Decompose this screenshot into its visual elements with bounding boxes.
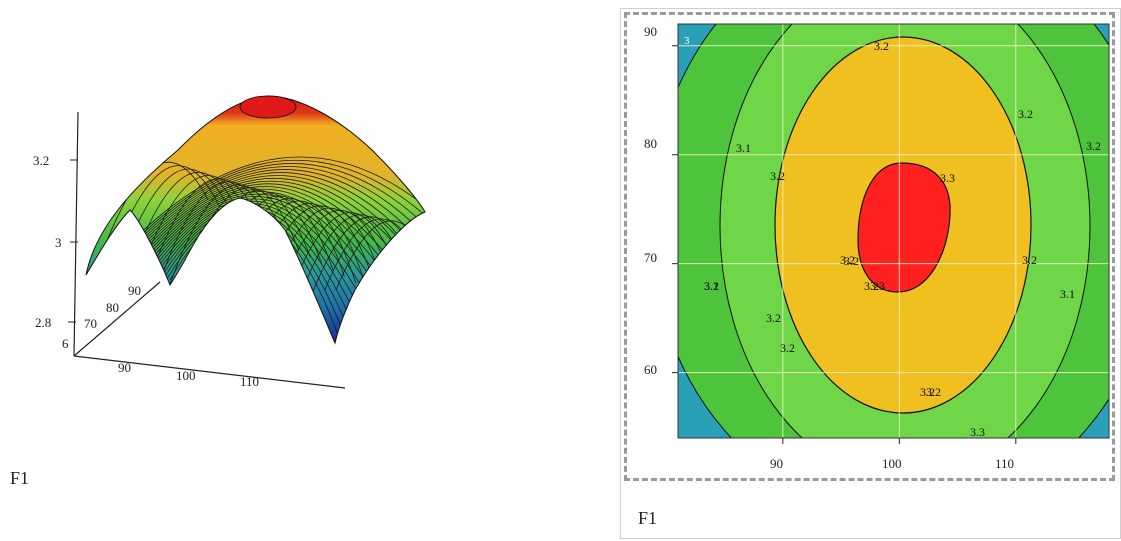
contour-caption: F1 xyxy=(638,508,658,528)
surface-y-tick-label: 6 xyxy=(62,336,69,351)
surface-caption: F1 xyxy=(10,468,30,488)
contour-ticks xyxy=(672,45,1017,444)
surface-mesh-line xyxy=(149,203,361,311)
contour-level-label: 3.2 xyxy=(1022,253,1037,267)
surface-dome xyxy=(85,95,426,345)
contour-level-label: 3.3 xyxy=(940,171,955,185)
surface-mesh-line xyxy=(145,200,365,305)
surface-x-tick-label: 100 xyxy=(176,368,196,383)
contour-level-label: 3.1 xyxy=(1060,287,1075,301)
surface-z-tick-label: 3.2 xyxy=(33,153,49,168)
contour-y-tick-label: 90 xyxy=(644,24,657,39)
surface-z-tick-label: 3 xyxy=(55,235,62,250)
contour-level-label: 3.1 xyxy=(704,279,719,293)
contour-y-tick-label: 60 xyxy=(644,362,657,377)
contour-level-label: 3.2 xyxy=(770,169,785,183)
contour-level-label: 3.2 xyxy=(704,279,719,293)
surface-mesh-line xyxy=(335,220,425,341)
surface-mesh-line xyxy=(136,196,374,293)
surface-mesh-line xyxy=(324,218,425,334)
surface-y-tick-label: 70 xyxy=(84,316,97,331)
contour-level-label: 3.2 xyxy=(1086,139,1101,153)
contour-level-label: 3.2 xyxy=(1018,107,1033,121)
contour-frame xyxy=(624,12,1115,481)
surface-mesh-line xyxy=(124,188,386,291)
contour-level-label: 3.2 xyxy=(864,279,879,293)
contour-x-tick-label: 110 xyxy=(995,456,1014,471)
contour-x-tick-label: 100 xyxy=(882,456,902,471)
surface-mesh-line xyxy=(112,180,398,293)
contour-level-label: 3.1 xyxy=(736,141,751,155)
surface-z-ticks xyxy=(68,159,78,323)
contour-level-label: 3.2 xyxy=(766,311,781,325)
surface-mesh-line xyxy=(141,198,369,299)
contour-level-label: 3.2 xyxy=(874,39,889,53)
contour-y-tick-label: 80 xyxy=(644,136,657,151)
contour-level-label: 3.2 xyxy=(840,253,855,267)
contour-level-label: 3.2 xyxy=(926,385,941,399)
contour-level-label: 3.2 xyxy=(920,385,935,399)
contour-plot-panel: 3.2 3.2 3.1 3.2 3.2 3.3 3.2 3.2 3.1 3.2 3.2 3.2 3.2 3… xyxy=(620,0,1121,541)
surface-x-tick-label: 90 xyxy=(118,360,131,375)
surface-x-tick-label: 110 xyxy=(240,374,259,389)
contour-level-label: 3.3 xyxy=(970,425,985,439)
contour-plot: 3.23.23.1 3.23.2 3.33.23.23.13.23.23.23.23… xyxy=(644,23,1110,471)
surface-y-tick-label: 80 xyxy=(106,300,119,315)
surface-plot-panel: 3.2 3 2.8 6 70 80 90 90 100 110 F1 xyxy=(0,0,520,541)
surface-mesh-line xyxy=(128,191,382,290)
contour-level-label: 3.2 xyxy=(844,254,859,268)
contour-corner-label: 3 xyxy=(684,35,690,47)
surface-mesh-line xyxy=(120,186,390,292)
contour-level-label: 3.3 xyxy=(870,279,885,293)
contour-y-tick-label: 70 xyxy=(644,250,657,265)
surface-axes xyxy=(73,111,346,389)
contour-regions xyxy=(678,24,1109,438)
contour-x-tick-label: 90 xyxy=(770,456,783,471)
surface-mesh-line xyxy=(132,193,378,289)
contour-level-label: 3.2 xyxy=(780,341,795,355)
surface-y-tick-label: 90 xyxy=(128,283,141,298)
surface-plot: 3.2 3 2.8 6 70 80 90 90 100 110 xyxy=(33,95,426,389)
surface-mesh-line xyxy=(116,183,394,293)
surface-z-tick-label: 2.8 xyxy=(35,315,51,330)
